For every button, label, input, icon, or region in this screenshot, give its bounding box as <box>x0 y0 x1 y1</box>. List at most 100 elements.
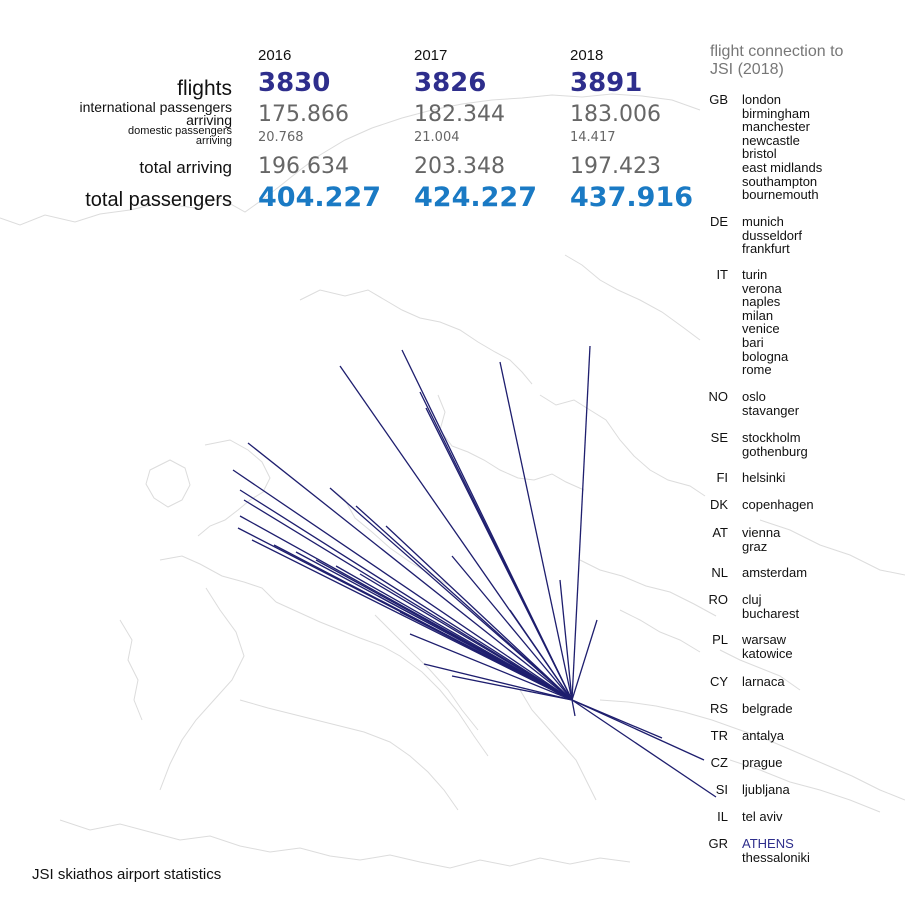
country-code: IT <box>716 267 728 282</box>
city-name: katowice <box>742 645 793 661</box>
city-name: stavanger <box>742 402 800 418</box>
city-list: amsterdam <box>742 566 807 580</box>
city-list: prague <box>742 756 782 770</box>
city-list: tel aviv <box>742 810 782 824</box>
connections-title: flight connection to JSI (2018) <box>710 43 890 79</box>
route-line <box>243 499 573 701</box>
route-line <box>559 579 573 701</box>
value-total-passengers-2018: 437.916 <box>570 182 693 213</box>
route-line <box>451 555 573 701</box>
city-name: antalya <box>742 728 784 743</box>
value-total-passengers-2016: 404.227 <box>258 182 381 213</box>
country-code: PL <box>712 632 728 647</box>
row-label-total-arriving: total arriving <box>139 158 232 177</box>
city-name: munich <box>742 214 784 229</box>
value-flights-2018: 3891 <box>570 68 643 98</box>
city-name: birmingham <box>742 105 810 121</box>
city-name: rome <box>742 362 772 378</box>
city-name: cluj <box>742 592 762 607</box>
city-name: turin <box>742 267 768 282</box>
value-total-arriving-2018: 197.423 <box>570 154 661 179</box>
value-dom-2017: 21.004 <box>414 130 460 145</box>
city-list: oslo stavanger <box>742 390 799 417</box>
city-name: oslo <box>742 389 766 404</box>
city-list: munich dusseldorf frankfurt <box>742 215 802 256</box>
route-line <box>571 619 598 701</box>
route-line <box>355 505 573 701</box>
city-name: prague <box>742 755 783 770</box>
country-code: CZ <box>710 755 728 770</box>
country-code: RO <box>708 592 729 607</box>
city-name: gothenburg <box>742 443 808 459</box>
city-list: larnaca <box>742 675 785 689</box>
value-intl-2017: 182.344 <box>414 102 505 127</box>
value-total-arriving-2017: 203.348 <box>414 154 505 179</box>
route-line <box>571 699 717 798</box>
city-name: naples <box>742 294 781 310</box>
route-line <box>335 565 573 701</box>
route-line <box>247 442 573 701</box>
city-list: warsaw katowice <box>742 633 793 660</box>
city-name: warsaw <box>742 632 787 647</box>
route-line <box>425 407 573 701</box>
country-code: NL <box>711 565 728 580</box>
chart-caption: JSI skiathos airport statistics <box>32 866 222 883</box>
year-header: 2016 <box>258 47 292 64</box>
city-name: helsinki <box>742 470 786 485</box>
route-line <box>409 633 573 701</box>
city-name: graz <box>742 538 768 554</box>
city-name: southampton <box>742 173 818 189</box>
route-line <box>571 345 591 701</box>
route-line <box>232 469 573 701</box>
city-list: ATHENS thessaloniki <box>742 837 810 864</box>
city-list: stockholm gothenburg <box>742 431 808 458</box>
flight-routes <box>232 345 717 798</box>
city-name: manchester <box>742 119 810 135</box>
country-code: CY <box>709 674 728 689</box>
row-label-total-passengers: total passengers <box>85 189 232 211</box>
route-line <box>377 595 573 701</box>
value-flights-2017: 3826 <box>414 68 487 98</box>
country-code: IL <box>717 809 728 824</box>
city-name: frankfurt <box>742 241 790 257</box>
city-name: bournemouth <box>742 187 819 203</box>
country-code: DK <box>709 497 728 512</box>
route-line <box>385 525 573 701</box>
city-name: newcastle <box>742 132 800 148</box>
map-outline <box>0 93 905 869</box>
city-list: antalya <box>742 729 784 743</box>
route-line <box>509 609 573 701</box>
city-list: vienna graz <box>742 526 780 553</box>
value-dom-2016: 20.768 <box>258 130 304 145</box>
city-name: thessaloniki <box>742 849 810 865</box>
city-name: bristol <box>742 146 777 162</box>
route-line <box>329 487 573 701</box>
city-list: ljubljana <box>742 783 790 797</box>
route-line <box>571 699 705 761</box>
route-line <box>423 663 573 701</box>
row-label-dom-line1: domestic passengers <box>128 125 232 137</box>
city-name: larnaca <box>742 674 785 689</box>
year-header: 2017 <box>414 47 448 64</box>
country-code: TR <box>710 728 728 743</box>
route-line <box>499 361 573 701</box>
city-name: vienna <box>742 525 781 540</box>
city-name: ATHENS <box>742 836 794 851</box>
row-label-intl-line2: arriving <box>186 112 232 128</box>
connections-title-line1: flight connection to <box>710 43 844 60</box>
route-line <box>359 573 573 701</box>
city-name: venice <box>742 321 780 337</box>
city-name: bologna <box>742 348 789 364</box>
city-name: east midlands <box>742 159 823 175</box>
country-code: GB <box>709 92 728 107</box>
city-name: ljubljana <box>742 782 790 797</box>
value-dom-2018: 14.417 <box>570 130 616 145</box>
route-line <box>399 611 573 701</box>
row-label-flights: flights <box>177 77 232 100</box>
row-label-intl-line1: international passengers <box>79 99 232 115</box>
city-list: turin verona naples milan venice bari bologna r… <box>742 268 788 377</box>
value-total-passengers-2017: 424.227 <box>414 182 537 213</box>
value-intl-2016: 175.866 <box>258 102 349 127</box>
country-code: SE <box>710 430 728 445</box>
city-list: copenhagen <box>742 498 814 512</box>
